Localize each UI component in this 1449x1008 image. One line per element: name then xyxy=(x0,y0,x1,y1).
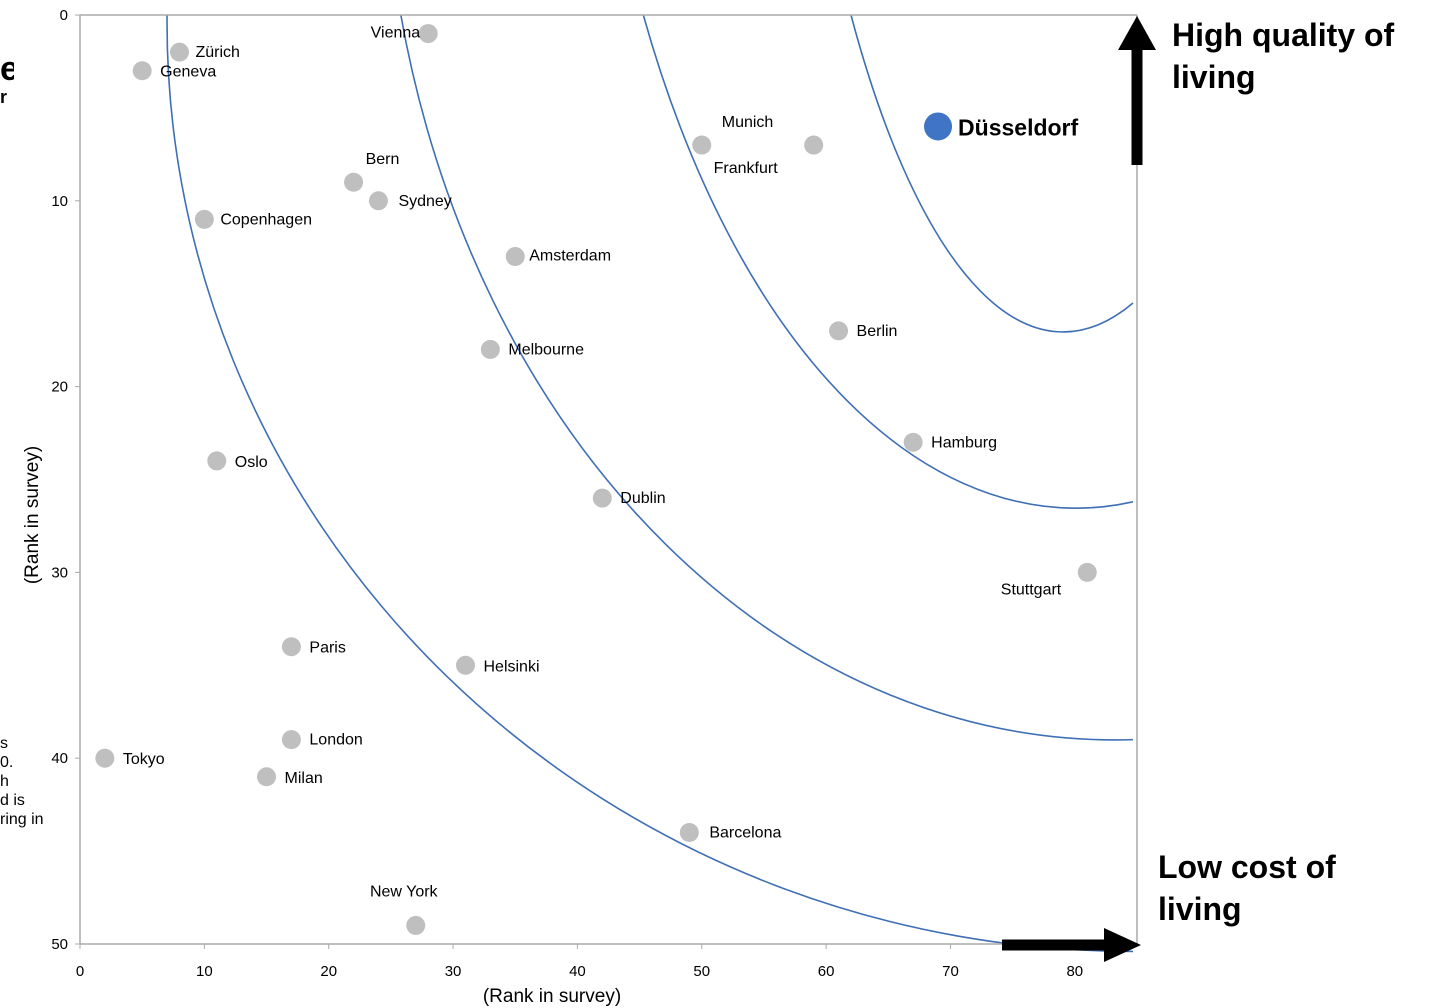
point-label-geneva: Geneva xyxy=(160,64,216,81)
cut-off-note-line-1: s xyxy=(0,735,8,752)
point-label-tokyo: Tokyo xyxy=(123,751,165,768)
y-tick-label: 40 xyxy=(51,750,68,767)
x-tick-label: 10 xyxy=(196,963,213,980)
point-frankfurt xyxy=(804,135,824,155)
cut-off-note-line-3: h xyxy=(0,773,9,790)
contour-arc xyxy=(850,14,1134,333)
cost-annotation: Low cost of living xyxy=(1158,846,1336,930)
point-d-sseldorf xyxy=(924,112,953,141)
point-dublin xyxy=(592,488,612,508)
point-label-milan: Milan xyxy=(285,770,323,787)
point-label-z-rich: Zürich xyxy=(195,44,239,61)
point-bern xyxy=(344,172,364,192)
y-tick-label: 50 xyxy=(51,936,68,953)
point-label-vienna: Vienna xyxy=(371,25,421,42)
point-label-munich: Munich xyxy=(722,114,774,131)
point-sydney xyxy=(368,191,388,211)
point-barcelona xyxy=(679,823,699,843)
y-tick-label: 20 xyxy=(51,379,68,396)
cut-off-note-line-2: 0. xyxy=(0,754,14,771)
cut-off-heading-char-1: e xyxy=(0,50,14,88)
point-label-copenhagen: Copenhagen xyxy=(220,211,312,228)
tick-layer: 0 10 20 30 40 50 60 70 80 0 10 20 30 40 50 xyxy=(51,7,1083,980)
contour-arc xyxy=(166,14,1134,953)
point-label-bern: Bern xyxy=(366,151,400,168)
x-axis-label: (Rank in survey) xyxy=(483,986,621,1007)
point-helsinki xyxy=(455,655,475,675)
point-berlin xyxy=(829,321,849,341)
contour-arc xyxy=(400,14,1134,741)
point-vienna xyxy=(418,24,438,44)
contour-arc xyxy=(642,14,1134,509)
y-tick-label: 30 xyxy=(51,564,68,581)
point-label-d-sseldorf: Düsseldorf xyxy=(958,114,1078,140)
point-label-stuttgart: Stuttgart xyxy=(1001,581,1062,598)
point-milan xyxy=(257,767,277,787)
cut-off-heading-char-2: r xyxy=(0,87,8,106)
point-london xyxy=(281,730,301,750)
y-tick-label: 0 xyxy=(60,7,68,24)
x-tick-label: 30 xyxy=(445,963,462,980)
point-stuttgart xyxy=(1077,562,1097,582)
point-label-new-york: New York xyxy=(370,883,439,900)
x-tick-label: 0 xyxy=(76,963,84,980)
cost-annotation-line-1: Low cost of xyxy=(1158,849,1336,885)
cut-off-note-line-4: d is xyxy=(0,792,25,809)
quality-arrow-head xyxy=(1118,16,1156,50)
y-axis-label: (Rank in survey) xyxy=(22,446,43,584)
quality-annotation-line-1: High quality of xyxy=(1172,17,1395,53)
point-hamburg xyxy=(903,432,923,452)
point-new-york xyxy=(406,915,426,935)
cut-off-heading-fragment: e r xyxy=(0,50,14,106)
point-label-berlin: Berlin xyxy=(857,323,898,340)
y-tick-label: 10 xyxy=(51,193,68,210)
point-label-frankfurt: Frankfurt xyxy=(714,160,779,177)
point-tokyo xyxy=(95,748,115,768)
quality-annotation: High quality of living xyxy=(1172,14,1394,98)
point-melbourne xyxy=(480,339,500,359)
arc-layer xyxy=(166,14,1134,953)
axes xyxy=(79,14,1138,945)
cut-off-note-line-5: ring in xyxy=(0,811,44,828)
point-label-sydney: Sydney xyxy=(398,193,451,210)
point-layer: Zürich Geneva Vienna Munich Frankfurt Düsseld… xyxy=(95,24,1097,935)
point-label-oslo: Oslo xyxy=(235,454,268,471)
cost-annotation-line-2: living xyxy=(1158,891,1242,927)
point-label-amsterdam: Amsterdam xyxy=(529,248,611,265)
point-z-rich xyxy=(169,42,189,62)
x-tick-label: 60 xyxy=(818,963,835,980)
x-tick-label: 70 xyxy=(942,963,959,980)
point-label-paris: Paris xyxy=(309,640,345,657)
cost-arrow-head xyxy=(1104,928,1141,962)
point-geneva xyxy=(132,61,152,81)
point-amsterdam xyxy=(505,247,525,267)
x-tick-label: 80 xyxy=(1066,963,1083,980)
point-label-hamburg: Hamburg xyxy=(931,434,997,451)
point-label-helsinki: Helsinki xyxy=(483,658,539,675)
cut-off-note-fragment: s 0. h d is ring in xyxy=(0,734,58,829)
x-tick-label: 50 xyxy=(693,963,710,980)
point-paris xyxy=(281,637,301,657)
point-label-melbourne: Melbourne xyxy=(508,341,584,358)
x-tick-label: 40 xyxy=(569,963,586,980)
point-label-london: London xyxy=(309,732,362,749)
quality-annotation-line-2: living xyxy=(1172,59,1256,95)
point-copenhagen xyxy=(194,209,214,229)
point-munich xyxy=(692,135,712,155)
x-tick-label: 20 xyxy=(320,963,337,980)
point-label-dublin: Dublin xyxy=(620,490,665,507)
point-label-barcelona: Barcelona xyxy=(709,825,781,842)
point-oslo xyxy=(207,451,227,471)
